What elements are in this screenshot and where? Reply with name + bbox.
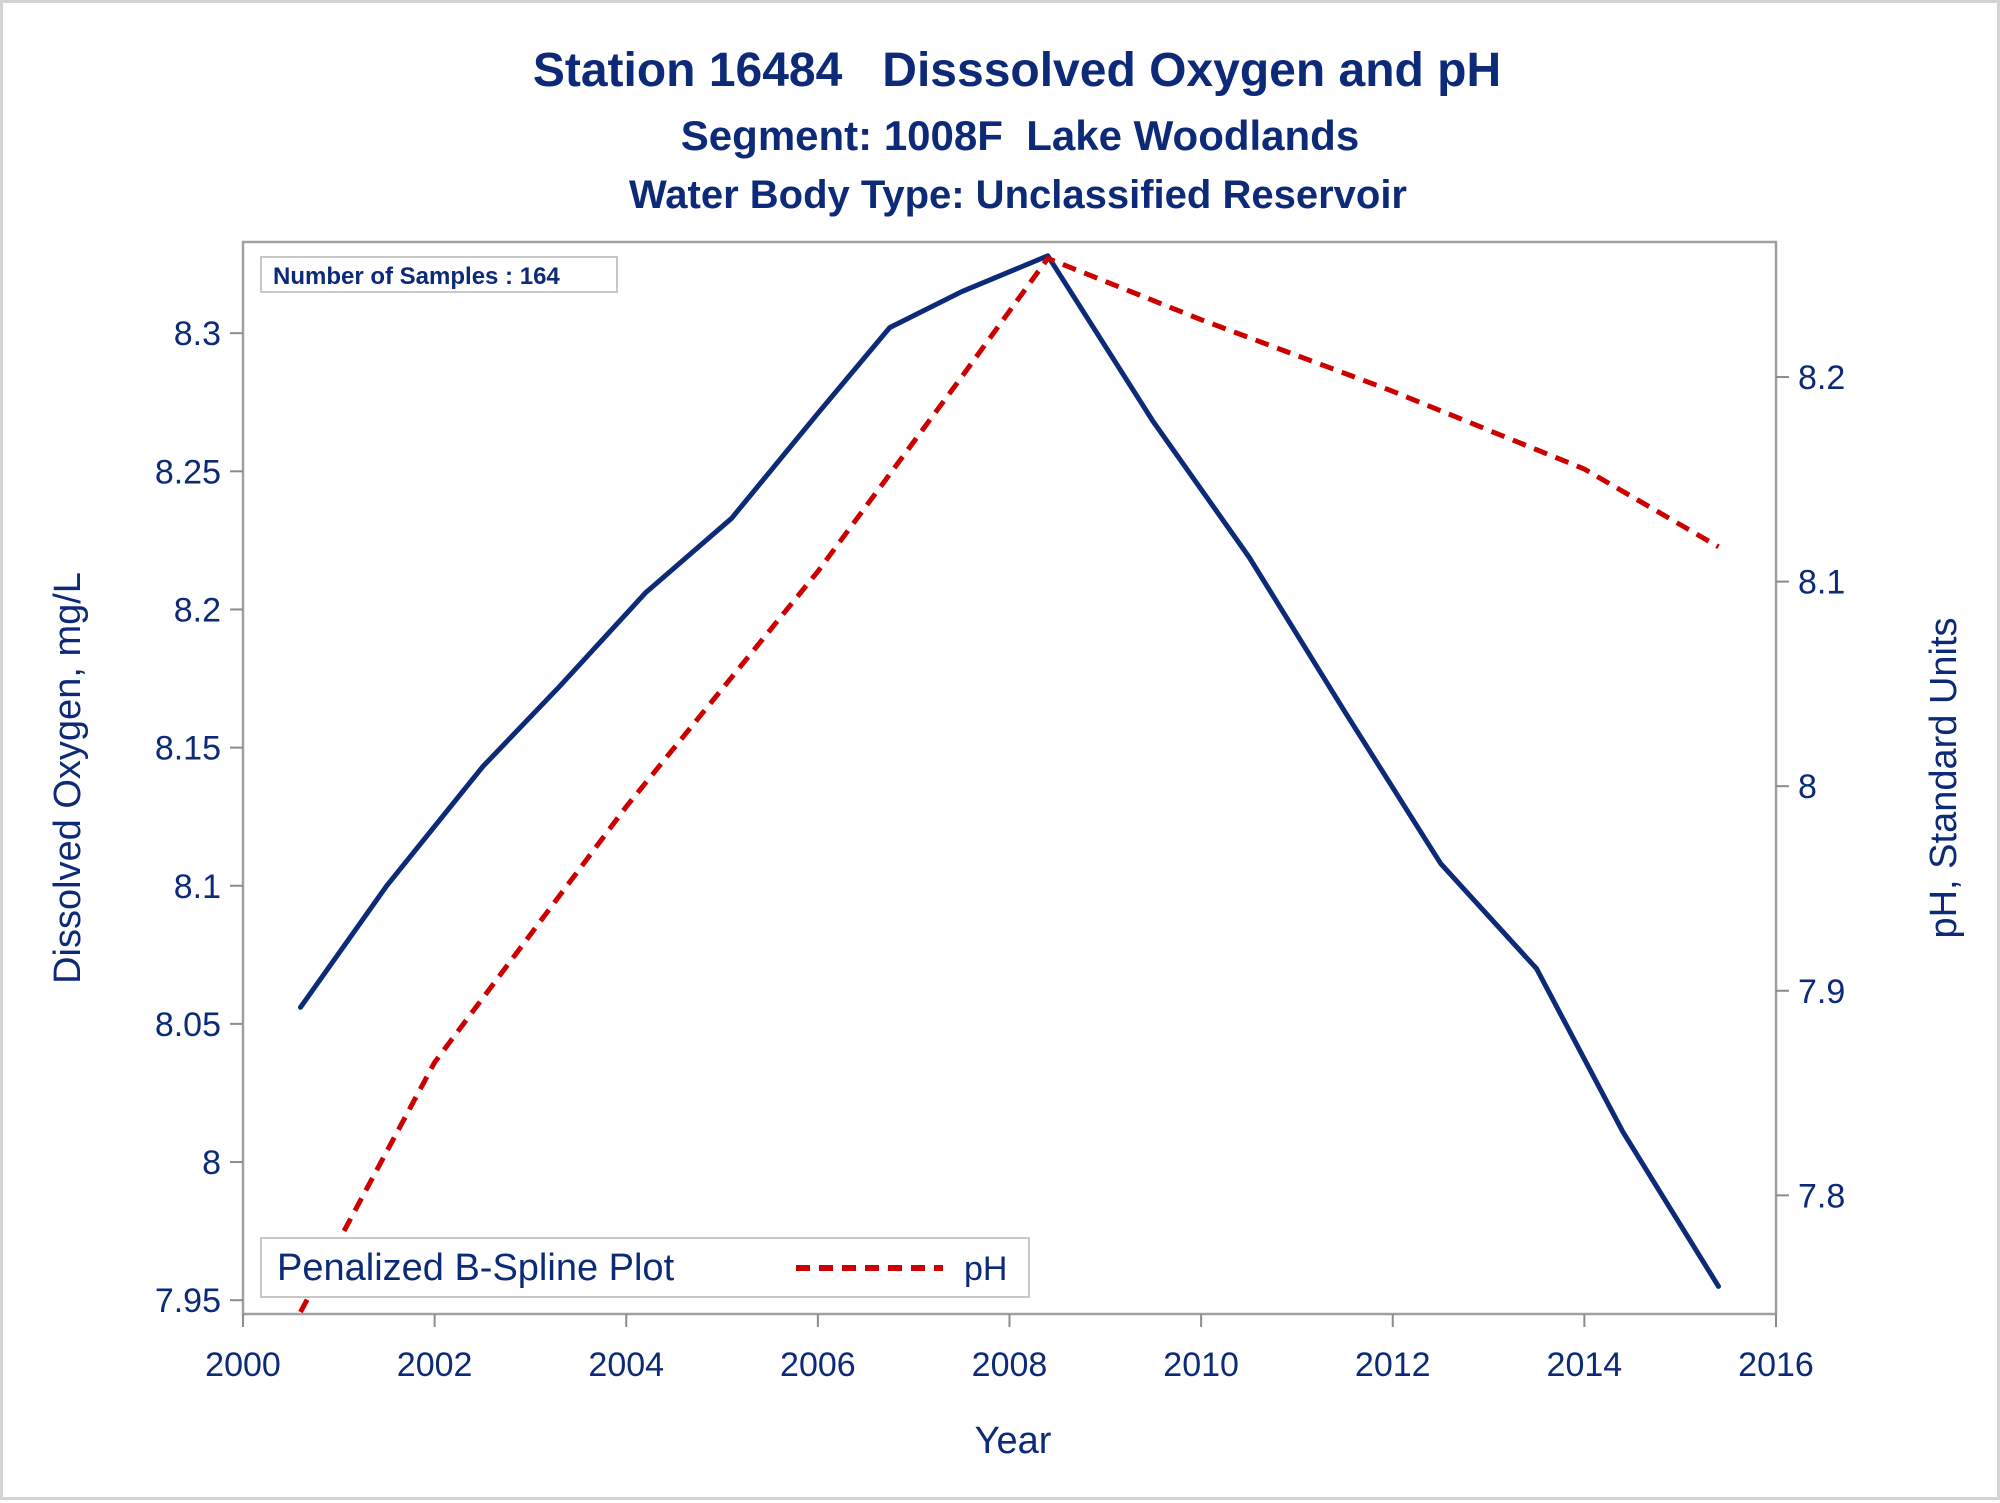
x-tick-label: 2012 (1355, 1346, 1431, 1384)
y2-axis: 7.8 7.9 8 8.1 8.2 (1776, 359, 1845, 1215)
y2-tick-label: 8.2 (1798, 359, 1845, 397)
x-tick-label: 2010 (1163, 1346, 1239, 1384)
y-tick-label: 8.15 (155, 730, 221, 768)
x-tick-label: 2006 (780, 1346, 856, 1384)
chart-title: Station 16484 Disssolved Oxygen and pH (533, 44, 1501, 97)
y-tick-label: 8 (202, 1144, 221, 1182)
sample-count-label: Number of Samples : 164 (273, 263, 560, 290)
y-tick-label: 8.3 (174, 315, 221, 353)
y2-tick-label: 7.9 (1798, 973, 1845, 1011)
x-tick-label: 2008 (972, 1346, 1048, 1384)
sample-count-box (260, 256, 618, 293)
y-tick-label: 8.1 (174, 868, 221, 906)
chart-subtitle-2: Water Body Type: Unclassified Reservoir (629, 173, 1407, 217)
y-tick-label: 8.05 (155, 1006, 221, 1044)
series-layer (298, 253, 1721, 1314)
x-tick-label: 2004 (588, 1346, 664, 1384)
x-tick-label: 2000 (205, 1346, 281, 1384)
legend-label-ph: pH (964, 1250, 1007, 1288)
x-tick-label: 2016 (1738, 1346, 1814, 1384)
series-line-ph (298, 255, 1720, 1314)
y-axis-label: Dissolved Oxygen, mg/L (47, 572, 89, 984)
legend-title: Penalized B-Spline Plot (277, 1247, 675, 1289)
y-tick-label: 7.95 (155, 1282, 221, 1320)
y-axis: 7.95 8 8.05 8.1 8.15 8.2 8.25 8.3 (155, 315, 243, 1320)
x-tick-label: 2014 (1547, 1346, 1623, 1384)
x-tick-label: 2002 (397, 1346, 473, 1384)
y2-tick-label: 8.1 (1798, 564, 1845, 602)
y2-tick-label: 8 (1798, 768, 1817, 806)
sample-count-inset: Number of Samples : 164 (260, 256, 618, 293)
y-tick-label: 8.2 (174, 591, 221, 629)
y2-axis-label: pH, Standard Units (1923, 617, 1965, 938)
series-line-do (298, 253, 1721, 1289)
chart-subtitle: Segment: 1008F Lake Woodlands (681, 112, 1359, 159)
x-axis: 2000 2002 2004 2006 2008 2010 2012 2014 2016 (205, 1314, 1814, 1384)
chart-svg: Station 16484 Disssolved Oxygen and pH S… (47, 44, 1965, 1462)
y2-tick-label: 7.8 (1798, 1177, 1845, 1215)
y-tick-label: 8.25 (155, 453, 221, 491)
x-axis-label: Year (975, 1420, 1052, 1462)
legend: Penalized B-Spline Plot pH (260, 1237, 1030, 1298)
